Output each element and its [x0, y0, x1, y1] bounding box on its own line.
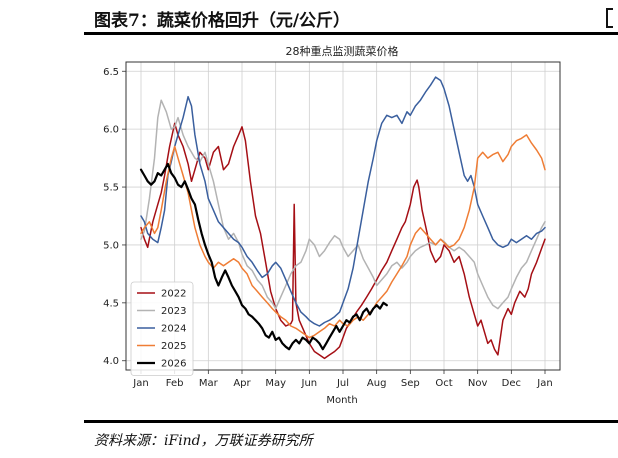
y-tick-label: 4.5 — [103, 298, 119, 309]
x-tick-label: Jul — [336, 378, 349, 389]
legend-label-2023: 2023 — [161, 306, 186, 317]
bottom-rule — [84, 420, 618, 423]
x-tick-label: Mar — [199, 378, 219, 389]
series-layer — [139, 76, 546, 360]
y-tick-label: 6.0 — [103, 125, 119, 136]
y-tick-label: 6.5 — [103, 67, 119, 78]
x-tick-label: Jan — [132, 378, 148, 389]
y-tick-label: 5.0 — [103, 240, 119, 251]
page-title: 图表7：蔬菜价格回升（元/公斤） — [94, 11, 351, 31]
tick-layer: Jan Feb Mar Apr May Jun Jul Aug Sep Oct Nov Dec Jan 4… — [103, 67, 553, 389]
legend-label-2024: 2024 — [161, 324, 186, 335]
legend-label-2026: 2026 — [161, 359, 186, 370]
x-tick-label: Nov — [468, 378, 488, 389]
x-tick-label: Aug — [367, 378, 387, 389]
x-tick-label: Dec — [502, 378, 521, 389]
x-tick-label: Feb — [166, 378, 184, 389]
x-tick-label: Jun — [301, 378, 318, 389]
legend: 2022 2023 2024 2025 2026 — [130, 281, 194, 376]
legend-label-2022: 2022 — [161, 289, 186, 300]
series-line-2026 — [139, 162, 388, 351]
x-tick-label: Oct — [435, 378, 452, 389]
series-line-2022 — [140, 122, 546, 360]
y-tick-label: 5.5 — [103, 183, 119, 194]
x-tick-label: Jan — [536, 378, 552, 389]
x-axis-label: Month — [326, 395, 357, 406]
chart-title: 28种重点监测蔬菜价格 — [286, 44, 399, 58]
source-note: 资料来源：iFind，万联证券研究所 — [94, 433, 313, 449]
legend-label-2025: 2025 — [161, 341, 186, 352]
corner-bracket — [606, 8, 613, 28]
series-line-2023 — [140, 99, 546, 310]
series-line-2025 — [140, 134, 546, 339]
y-tick-label: 4.0 — [103, 356, 119, 367]
x-tick-label: Sep — [401, 378, 420, 389]
x-tick-label: May — [265, 378, 286, 389]
legend-box — [130, 281, 194, 376]
series-line-2024 — [140, 76, 546, 327]
price-line-chart: 28种重点监测蔬菜价格 Jan Feb Mar Apr May Jun Jul Aug Sep O… — [103, 44, 561, 406]
x-tick-label: Apr — [233, 378, 251, 389]
top-rule — [84, 32, 618, 35]
